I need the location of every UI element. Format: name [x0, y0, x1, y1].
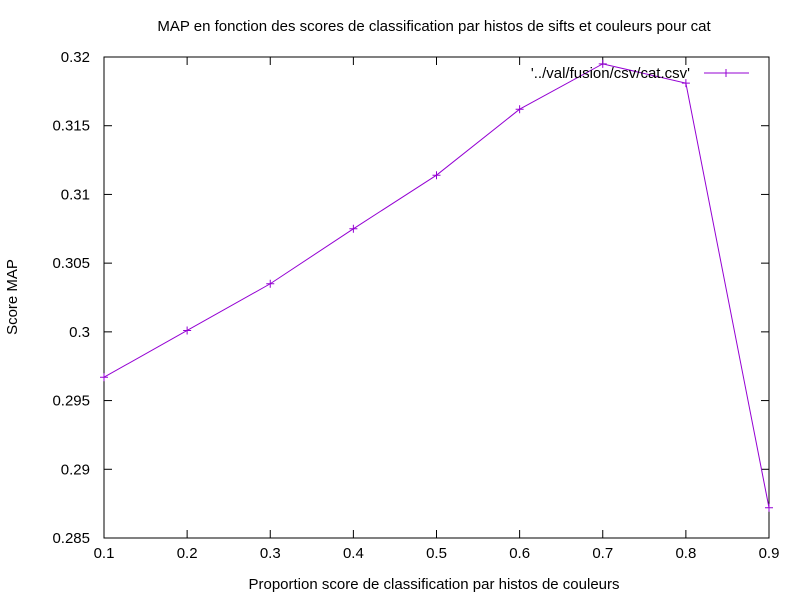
x-tick-label: 0.2: [177, 545, 198, 562]
legend-entry-label: '../val/fusion/csv/cat.csv': [531, 65, 690, 82]
y-tick-label: 0.285: [52, 530, 90, 547]
x-axis-label: Proportion score de classification par h…: [248, 576, 619, 593]
legend: '../val/fusion/csv/cat.csv': [531, 65, 749, 82]
data-point: [432, 171, 441, 180]
y-tick-label: 0.32: [61, 49, 90, 66]
x-tick-label: 0.8: [675, 545, 696, 562]
chart-title: MAP en fonction des scores de classifica…: [157, 18, 711, 35]
data-point: [598, 59, 607, 68]
x-tick-label: 0.1: [94, 545, 115, 562]
y-tick-label: 0.315: [52, 118, 90, 135]
data-point: [681, 79, 690, 88]
series-layer: [100, 59, 773, 512]
x-tick-label: 0.6: [509, 545, 530, 562]
x-tick-label: 0.9: [759, 545, 780, 562]
legend-marker-sample: [722, 69, 730, 77]
data-point: [515, 105, 524, 114]
y-tick-label: 0.31: [61, 186, 90, 203]
axis-ticks: 0.1 0.2 0.3 0.4 0.5 0.6 0.7 0.8 0.9 0.285 0.29 0.29…: [52, 49, 779, 562]
data-point: [183, 326, 192, 335]
data-point: [266, 279, 275, 288]
y-tick-label: 0.3: [69, 324, 90, 341]
data-point: [100, 373, 108, 382]
y-tick-label: 0.305: [52, 255, 90, 272]
plot-frame: [103, 56, 770, 539]
y-tick-label: 0.295: [52, 393, 90, 410]
series-line: [103, 63, 770, 508]
y-axis-label: Score MAP: [4, 259, 21, 335]
x-tick-label: 0.4: [343, 545, 364, 562]
x-tick-label: 0.3: [260, 545, 281, 562]
data-point: [765, 503, 773, 512]
data-point: [349, 224, 358, 233]
x-tick-label: 0.5: [426, 545, 447, 562]
x-tick-label: 0.7: [592, 545, 613, 562]
y-tick-label: 0.29: [61, 461, 90, 478]
